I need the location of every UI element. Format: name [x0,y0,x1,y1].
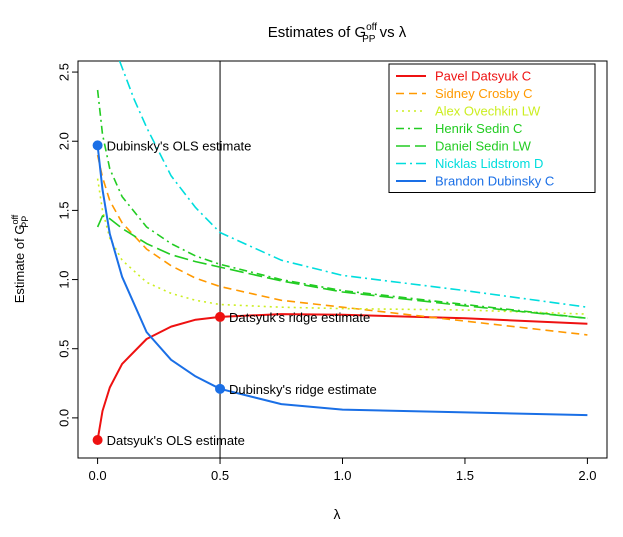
chart-title-sub: PP [362,34,376,45]
estimate-point-3 [215,383,226,394]
legend: Pavel Datsyuk C Sidney Crosby C Alex Ovech… [388,63,596,193]
y-tick-label: 1.5 [57,201,72,219]
y-tick-label: 2.5 [57,63,72,81]
series-line-5 [118,61,588,308]
legend-label-1: Sidney Crosby C [435,86,533,101]
axes: 0.0 0.5 1.0 1.5 2.0 0.0 0.5 1.0 1.5 2.0 2.5 [57,61,596,483]
y-tick-label: 2.0 [57,132,72,150]
series-line-6 [96,145,588,417]
estimate-label-1: Datsyuk's OLS estimate [107,433,245,448]
legend-label-3: Henrik Sedin C [435,121,522,136]
estimate-point-2 [215,311,226,322]
series-line-4 [96,215,588,320]
series-lines [96,61,588,441]
series-line-1 [96,154,588,336]
chart-title-suffix: vs λ [375,24,406,41]
x-tick-label: 1.5 [456,468,474,483]
x-tick-label: 2.0 [578,468,596,483]
series-line-3 [96,89,588,320]
legend-label-2: Alex Ovechkin LW [435,104,541,119]
x-tick-label: 0.0 [89,468,107,483]
x-tick-label: 0.5 [211,468,229,483]
estimate-point-0 [92,140,103,151]
legend-label-4: Daniel Sedin LW [435,139,532,154]
estimate-label-3: Dubinsky's ridge estimate [229,382,377,397]
y-axis-label: Estimate of GoffPP [10,214,30,303]
estimate-label-2: Datsyuk's ridge estimate [229,310,370,325]
legend-label-0: Pavel Datsyuk C [435,69,531,84]
y-tick-label: 0.0 [57,409,72,427]
legend-label-6: Brandon Dubinsky C [435,174,554,189]
y-tick-label: 1.0 [57,271,72,289]
y-axis-label-sup: off [10,214,20,224]
chart-title-sup: off [366,22,377,33]
estimate-label-0: Dubinsky's OLS estimate [107,138,252,153]
y-axis-label-sub: PP [20,216,30,228]
y-tick-label: 0.5 [57,340,72,358]
legend-label-5: Nicklas Lidstrom D [435,156,543,171]
estimate-point-1 [92,435,103,446]
x-tick-label: 1.0 [333,468,351,483]
legend-box [388,63,596,193]
chart-title: Estimates of Goff PP vs λ [268,22,407,45]
x-axis-label: λ [334,506,341,522]
series-line-2 [96,178,588,315]
series-line-0 [96,313,588,441]
annotation-points: Dubinsky's OLS estimate Datsyuk's OLS est… [92,138,377,448]
